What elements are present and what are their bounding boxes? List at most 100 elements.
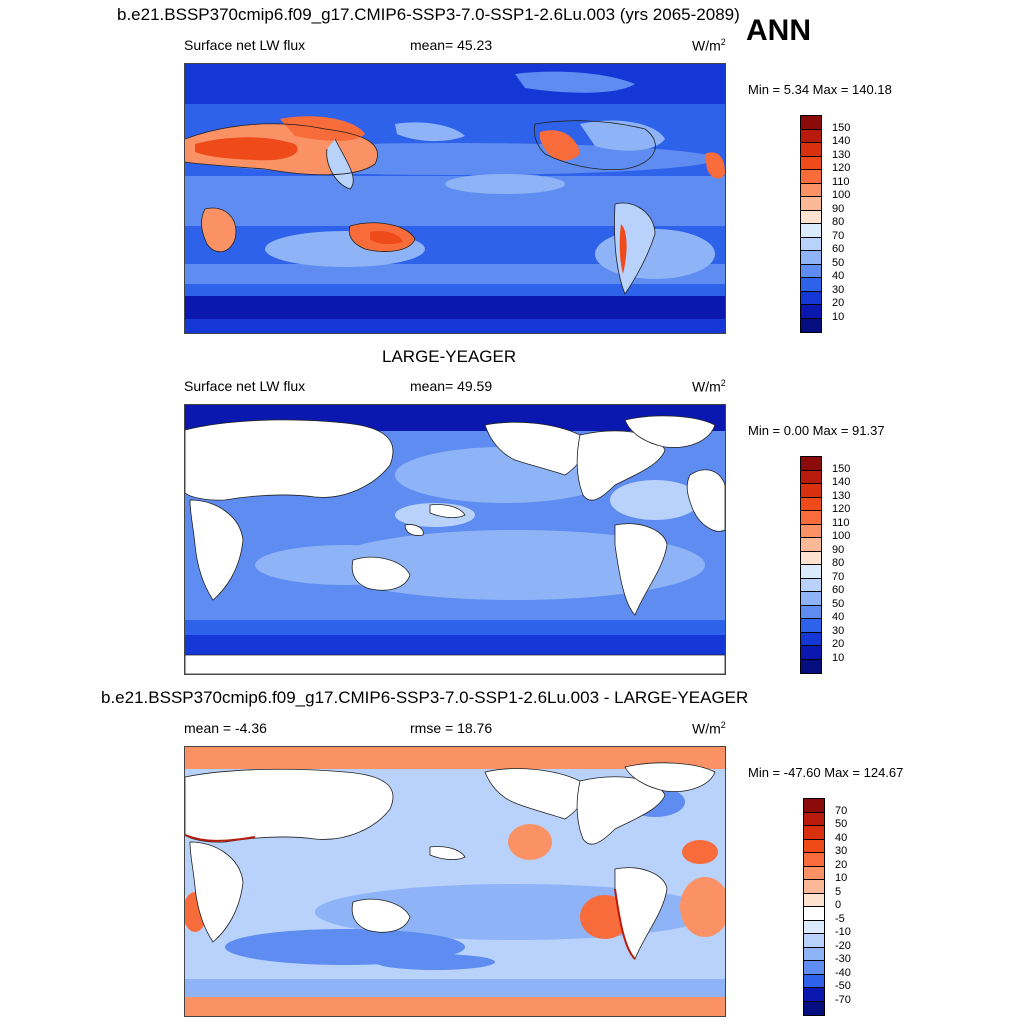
panel3-colorbar-segment	[804, 988, 824, 1002]
panel2-title: LARGE-YEAGER	[382, 347, 517, 366]
panel1-colorbar-segment	[801, 210, 821, 224]
panel2-colorbar-tick-label: 50	[832, 597, 845, 610]
panel1-colorbar-segment	[801, 278, 821, 292]
panel2-colorbar-segment	[801, 592, 821, 606]
panel2-mean-label: mean= 49.59	[410, 378, 493, 394]
panel1-colorbar-segment	[801, 251, 821, 265]
panel3-colorbar-segment	[804, 839, 824, 853]
panel1-colorbar-segment	[801, 170, 821, 184]
panel1-colorbar-tick-label: 110	[832, 175, 850, 188]
panel1-colorbar-tick-label: 120	[832, 162, 851, 174]
panel3-colorbar-tick-label: 50	[835, 818, 848, 830]
panel1-units-label: W/m2	[692, 37, 726, 54]
panel1-colorbar-segment	[801, 143, 821, 157]
panel3-colorbar-tick-label: 40	[835, 831, 848, 844]
panel2-map	[184, 404, 726, 675]
panel2-colorbar-tick-label: 30	[832, 624, 845, 637]
panel2-units-label: W/m2	[692, 378, 726, 395]
panel2-colorbar-segment	[801, 565, 821, 579]
panel3-colorbar-tick-label: -30	[835, 953, 851, 965]
panel1-colorbar-segment	[801, 305, 821, 319]
panel2-colorbar	[800, 456, 822, 674]
panel1-colorbar-tick-label: 70	[832, 229, 845, 242]
panel1-colorbar-segment	[801, 116, 821, 130]
panel2-colorbar-tick-label: 10	[832, 651, 845, 664]
panel2-colorbar-segment	[801, 659, 821, 673]
panel2-colorbar-segment	[801, 511, 821, 525]
panel1-mean-label: mean= 45.23	[410, 37, 493, 53]
panel1-colorbar-tick-label: 50	[832, 256, 845, 269]
panel3-colorbar-segment	[804, 947, 824, 961]
panel3-colorbar-segment	[804, 907, 824, 921]
panel1-map	[184, 63, 726, 334]
panel1-colorbar-tick-label: 130	[832, 148, 851, 161]
season-label: ANN	[746, 14, 811, 47]
panel1-colorbar-segment	[801, 224, 821, 238]
panel1-colorbar-tick-label: 150	[832, 121, 851, 134]
panel2-colorbar-tick-label: 90	[832, 543, 845, 556]
panel3-colorbar-segment	[804, 1001, 824, 1015]
panel1-colorbar-segment	[801, 291, 821, 305]
panel1-colorbar	[800, 115, 822, 333]
panel1-colorbar-segment	[801, 156, 821, 170]
panel2-colorbar-segment	[801, 632, 821, 646]
panel3-mean-label: mean = -4.36	[184, 720, 267, 736]
panel2-colorbar-segment	[801, 538, 821, 552]
panel2-colorbar-tick-label: 130	[832, 489, 851, 502]
panel2-colorbar-segment	[801, 605, 821, 619]
panel2-colorbar-tick-label: 100	[832, 530, 851, 542]
panel2-colorbar-tick-label: 20	[832, 638, 845, 650]
panel1-colorbar-tick-label: 60	[832, 243, 845, 255]
panel3-minmax-label: Min = -47.60 Max = 124.67	[748, 765, 904, 780]
panel2-colorbar-segment	[801, 470, 821, 484]
panel2-colorbar-segment	[801, 646, 821, 660]
panel3-colorbar-segment	[804, 866, 824, 880]
panel1-colorbar-tick-label: 40	[832, 270, 845, 282]
panel3-colorbar-segment	[804, 920, 824, 934]
panel3-colorbar-segment	[804, 812, 824, 826]
panel1-colorbar-tick-label: 30	[832, 283, 845, 296]
panel1-colorbar-tick-label: 100	[832, 189, 851, 201]
panel2-colorbar-segment	[801, 457, 821, 471]
panel3-rmse-label: rmse = 18.76	[410, 720, 493, 736]
panel3-colorbar	[803, 798, 825, 1016]
panel1-colorbar-tick-label: 20	[832, 297, 845, 309]
panel3-colorbar-segment	[804, 880, 824, 894]
panel2-colorbar-tick-label: 70	[832, 570, 845, 583]
panel3-colorbar-segment	[804, 961, 824, 975]
panel3-units-label: W/m2	[692, 720, 726, 737]
panel1-colorbar-segment	[801, 183, 821, 197]
panel1-colorbar-tick-label: 80	[832, 216, 845, 228]
panel1-colorbar-tick-label: 140	[832, 135, 851, 147]
panel3-colorbar-segment	[804, 853, 824, 867]
panel1-colorbar-segment	[801, 237, 821, 251]
panel3-colorbar-segment	[804, 974, 824, 988]
panel2-colorbar-tick-label: 60	[832, 584, 845, 596]
panel1-colorbar-segment	[801, 197, 821, 211]
panel2-colorbar-tick-label: 140	[832, 476, 851, 488]
panel3-colorbar-segment	[804, 893, 824, 907]
panel3-map	[184, 746, 726, 1017]
panel2-colorbar-tick-label: 120	[832, 503, 851, 515]
panel1-colorbar-segment	[801, 264, 821, 278]
panel3-colorbar-tick-label: 0	[835, 899, 842, 911]
panel2-colorbar-tick-label: 150	[832, 462, 851, 475]
panel2-variable-label: Surface net LW flux	[184, 378, 306, 394]
panel3-colorbar-tick-label: -50	[835, 980, 851, 992]
panel2-colorbar-segment	[801, 551, 821, 565]
panel3-colorbar-tick-label: -70	[835, 993, 851, 1006]
panel2-colorbar-tick-label: 40	[832, 611, 845, 623]
panel2-colorbar-segment	[801, 484, 821, 498]
panel1-colorbar-tick-label: 10	[832, 310, 845, 323]
panel3-colorbar-tick-label: 10	[835, 872, 848, 884]
panel3-title: b.e21.BSSP370cmip6.f09_g17.CMIP6-SSP3-7.…	[101, 688, 749, 707]
panel3-colorbar-segment	[804, 826, 824, 840]
panel3-colorbar-segment	[804, 799, 824, 813]
panel1-colorbar-segment	[801, 129, 821, 143]
panel2-colorbar-tick-label: 110	[832, 516, 850, 529]
panel2-colorbar-segment	[801, 619, 821, 633]
panel3-colorbar-tick-label: 5	[835, 885, 842, 898]
panel3-colorbar-segment	[804, 934, 824, 948]
panel3-colorbar-tick-label: -5	[835, 912, 845, 925]
panel1-variable-label: Surface net LW flux	[184, 37, 306, 53]
